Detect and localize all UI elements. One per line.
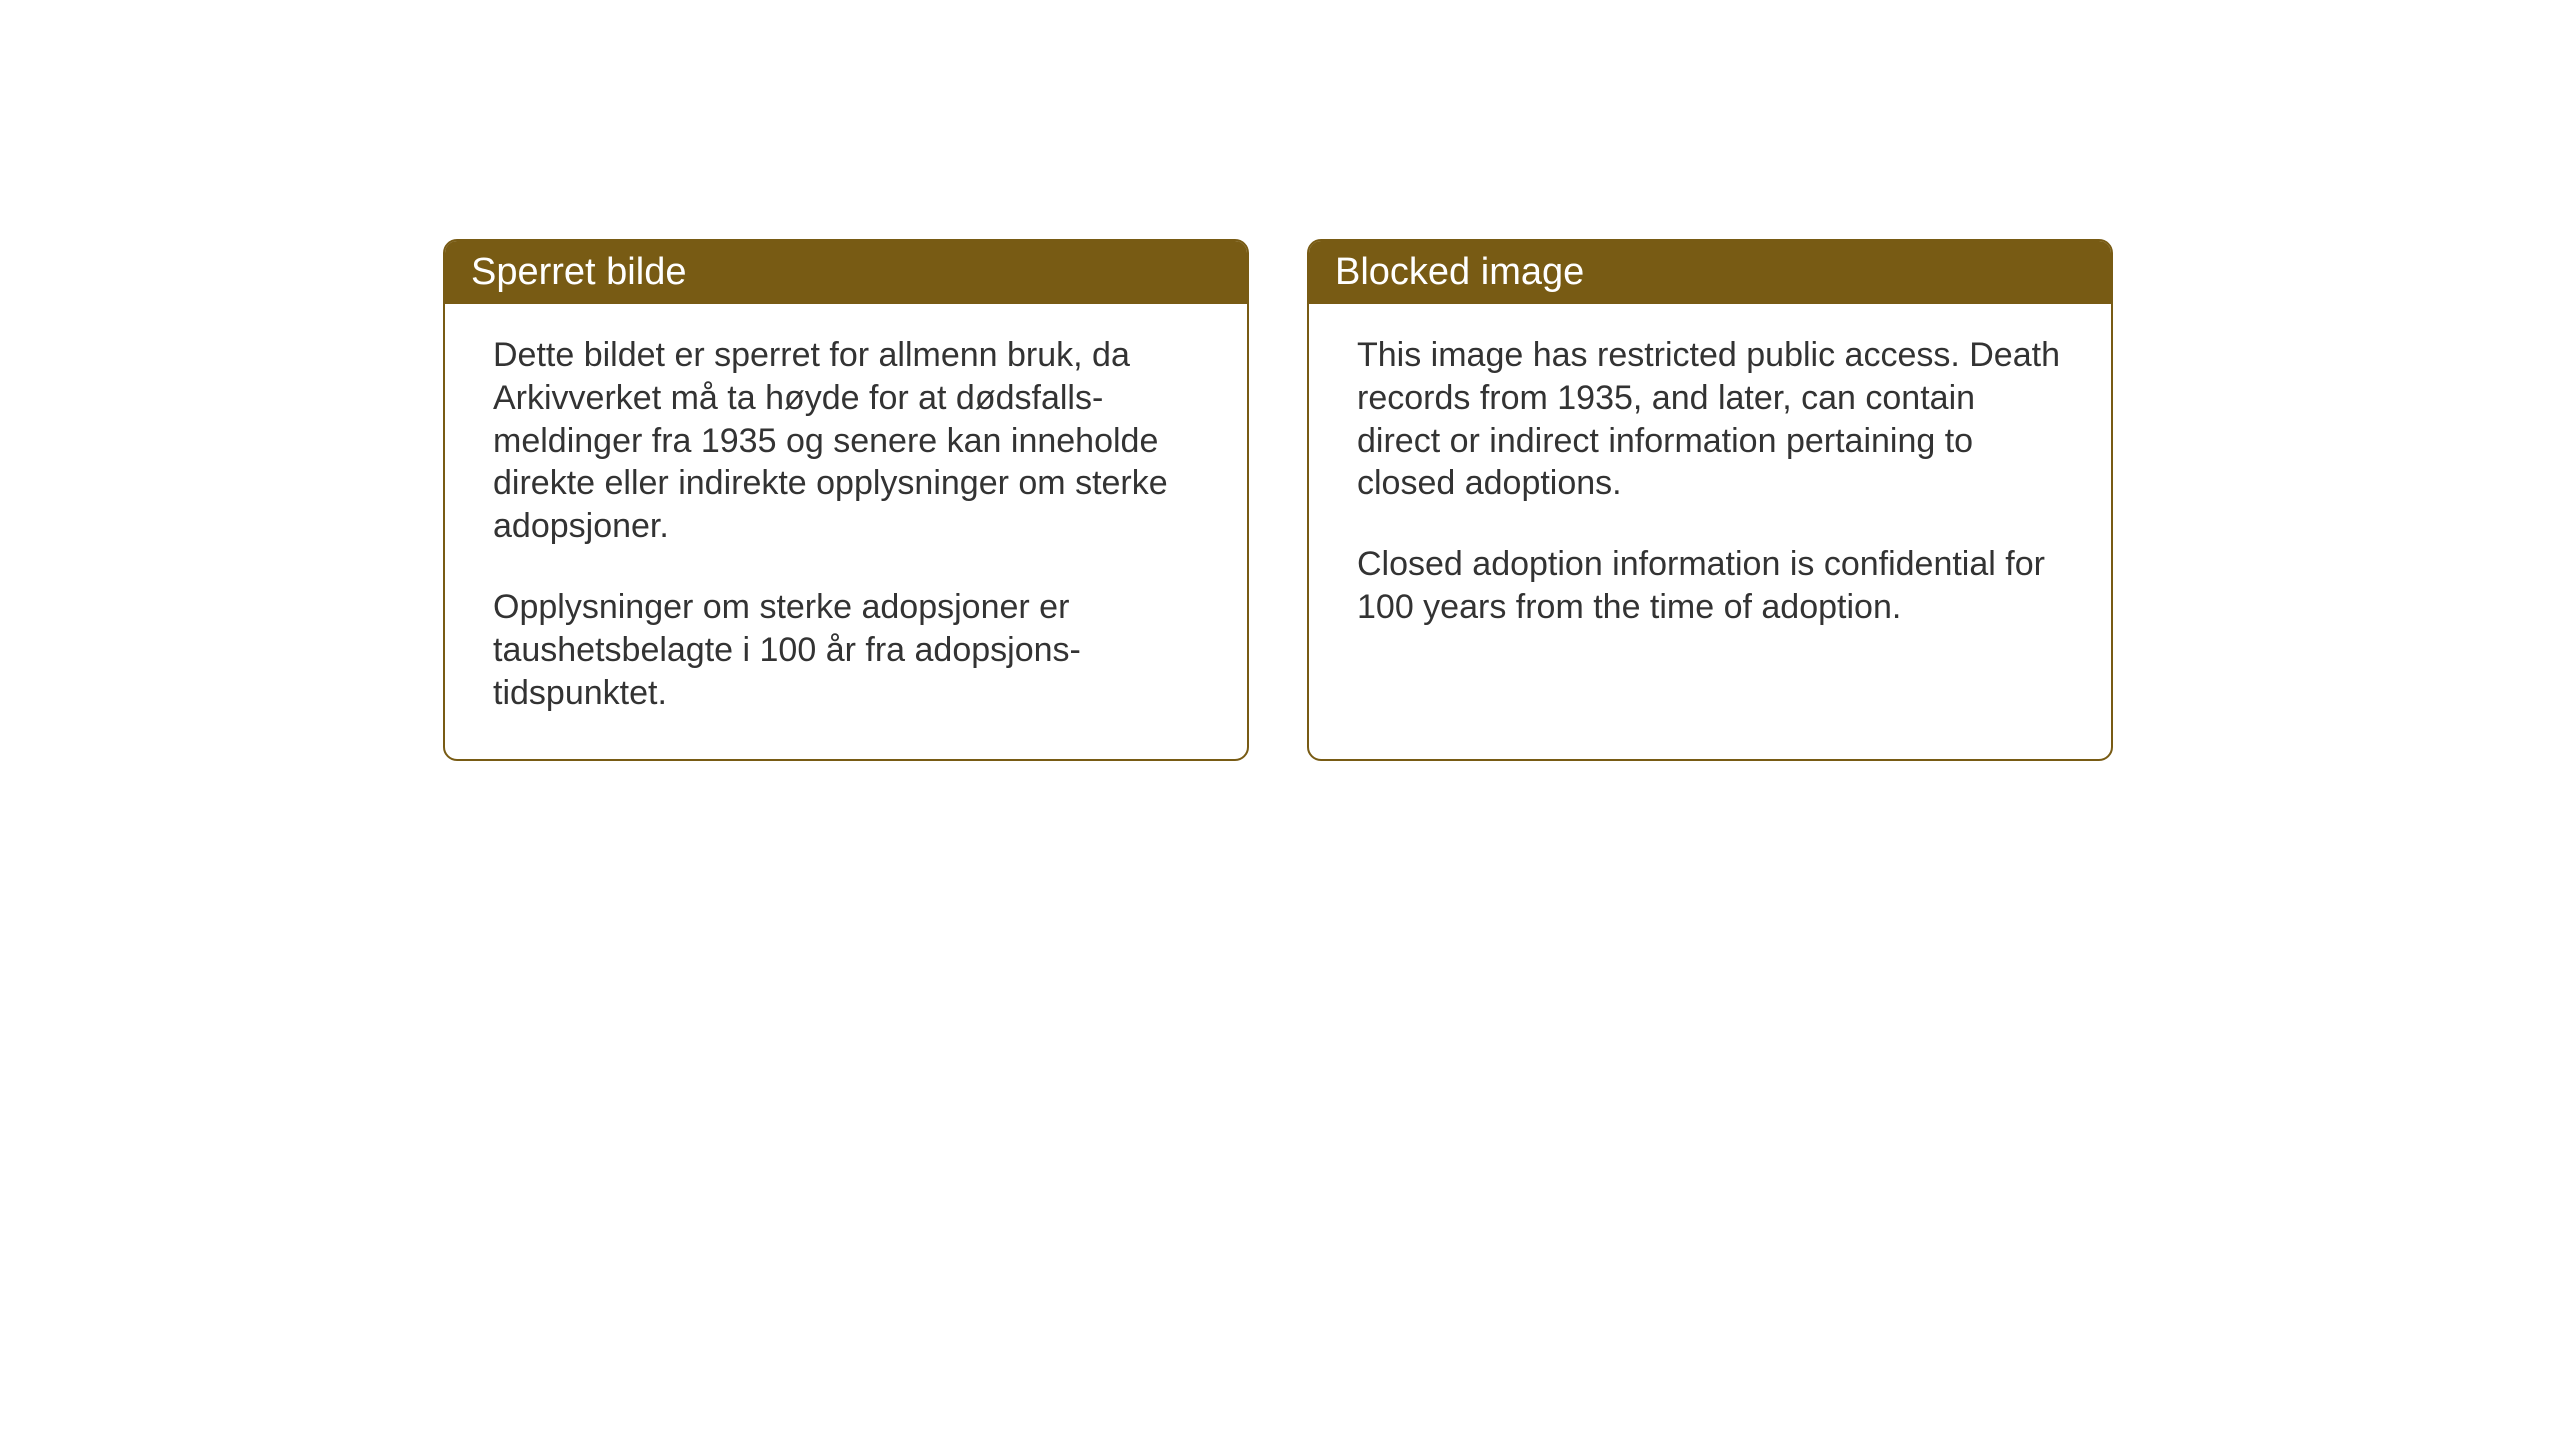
card-body-english: This image has restricted public access.… — [1309, 304, 2111, 673]
notice-container: Sperret bilde Dette bildet er sperret fo… — [443, 239, 2113, 761]
paragraph-english-2: Closed adoption information is confident… — [1357, 543, 2063, 629]
paragraph-norwegian-1: Dette bildet er sperret for allmenn bruk… — [493, 334, 1199, 548]
card-title-english: Blocked image — [1335, 251, 1584, 293]
card-header-norwegian: Sperret bilde — [445, 241, 1247, 304]
notice-card-english: Blocked image This image has restricted … — [1307, 239, 2113, 761]
card-body-norwegian: Dette bildet er sperret for allmenn bruk… — [445, 304, 1247, 759]
card-header-english: Blocked image — [1309, 241, 2111, 304]
notice-card-norwegian: Sperret bilde Dette bildet er sperret fo… — [443, 239, 1249, 761]
card-title-norwegian: Sperret bilde — [471, 251, 686, 293]
paragraph-english-1: This image has restricted public access.… — [1357, 334, 2063, 505]
paragraph-norwegian-2: Opplysninger om sterke adopsjoner er tau… — [493, 586, 1199, 714]
